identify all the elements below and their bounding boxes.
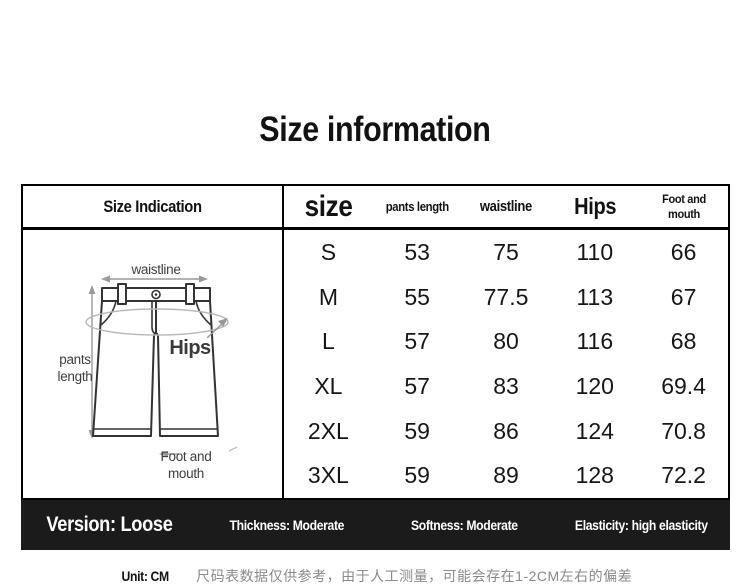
- unit-label: Unit: CM: [121, 568, 169, 584]
- table-row: XL 57 83 120 69.4: [284, 364, 728, 409]
- cell-waistline: 75: [493, 238, 519, 265]
- disclaimer-text: 尺码表数据仅供参考，由于人工测量，可能会存在1-2CM左右的偏差: [196, 568, 633, 584]
- hips-ellipse: [85, 308, 229, 336]
- cell-hips: 113: [576, 283, 614, 310]
- cell-hips: 116: [576, 328, 614, 355]
- attribute-elasticity: Elasticity: high elasticity: [574, 517, 708, 533]
- cell-waistline: 77.5: [483, 283, 529, 310]
- cell-waistline: 86: [493, 417, 519, 444]
- attributes-bar: Version: Loose Thickness: Moderate Softn…: [21, 500, 730, 550]
- waistline-label: waistline: [130, 262, 180, 277]
- cell-foot-mouth: 70.8: [661, 417, 706, 444]
- cell-waistline: 89: [493, 462, 519, 489]
- cell-pants-length: 59: [404, 417, 430, 444]
- cell-foot-mouth: 68: [670, 328, 697, 355]
- cell-foot-mouth: 72.2: [661, 462, 706, 489]
- table-row: 2XL 59 86 124 70.8: [284, 409, 728, 454]
- footnote: Unit: CM 尺码表数据仅供参考，由于人工测量，可能会存在1-2CM左右的偏…: [0, 565, 750, 587]
- shorts-outline: [92, 283, 219, 437]
- cell-foot-mouth: 67: [670, 283, 697, 310]
- page-title-text: Size information: [259, 110, 491, 149]
- pants-length-label-line2: length: [58, 369, 93, 384]
- attribute-version: Version: Loose: [46, 513, 173, 536]
- column-header-foot-mouth: Foot and mouth: [661, 191, 706, 221]
- cell-size: L: [322, 328, 335, 355]
- cell-foot-mouth: 69.4: [661, 372, 706, 399]
- cell-pants-length: 57: [404, 372, 430, 399]
- column-header-waistline: waistline: [479, 198, 532, 215]
- size-indication-header: Size Indication: [23, 186, 284, 230]
- page-title: Size information: [0, 110, 750, 150]
- table-row: L 57 80 116 68: [284, 319, 728, 364]
- cell-pants-length: 59: [404, 462, 430, 489]
- attribute-thickness: Thickness: Moderate: [229, 517, 345, 533]
- hips-arrow-icon: [206, 318, 228, 339]
- table-row: S 53 75 110 66: [284, 230, 728, 275]
- table-row: 3XL 59 89 128 72.2: [284, 453, 728, 498]
- cell-size: S: [320, 238, 337, 265]
- cell-pants-length: 57: [404, 328, 430, 355]
- cell-pants-length: 55: [404, 283, 430, 310]
- column-header-size: size: [304, 189, 353, 223]
- table-row: M 55 77.5 113 67: [284, 275, 728, 320]
- table-header-row: size pants length waistline Hips Foot an…: [284, 186, 728, 230]
- cell-hips: 128: [575, 462, 614, 489]
- foot-mouth-arrow-icon: [159, 446, 238, 457]
- waistline-arrow-icon: [101, 275, 208, 283]
- shorts-diagram: waistline pants length Hips Foot and mou…: [58, 262, 238, 481]
- cell-size: 2XL: [307, 417, 349, 444]
- cell-size: M: [318, 283, 338, 310]
- size-data-rows: S 53 75 110 66 M 55 77.5 113 67 L 57 80 …: [284, 230, 728, 498]
- cell-hips: 124: [575, 417, 614, 444]
- cell-hips: 120: [575, 372, 614, 399]
- cell-size: 3XL: [307, 462, 349, 489]
- column-header-pants-length: pants length: [385, 199, 449, 214]
- cell-size: XL: [314, 372, 343, 399]
- foot-mouth-label-line1: Foot and: [161, 449, 212, 464]
- size-indication-diagram: waistline pants length Hips Foot and mou…: [23, 230, 284, 498]
- cell-foot-mouth: 66: [670, 238, 697, 265]
- cell-waistline: 80: [493, 328, 519, 355]
- foot-mouth-label-line2: mouth: [168, 466, 204, 481]
- cell-hips: 110: [576, 238, 614, 265]
- cell-waistline: 83: [493, 372, 519, 399]
- pants-length-label-line1: pants: [59, 352, 91, 367]
- hips-label: Hips: [169, 337, 211, 359]
- column-header-hips: Hips: [573, 193, 616, 219]
- size-table: Size Indication size pants length waistl…: [21, 184, 730, 500]
- cell-pants-length: 53: [404, 238, 430, 265]
- attribute-softness: Softness: Moderate: [410, 517, 518, 533]
